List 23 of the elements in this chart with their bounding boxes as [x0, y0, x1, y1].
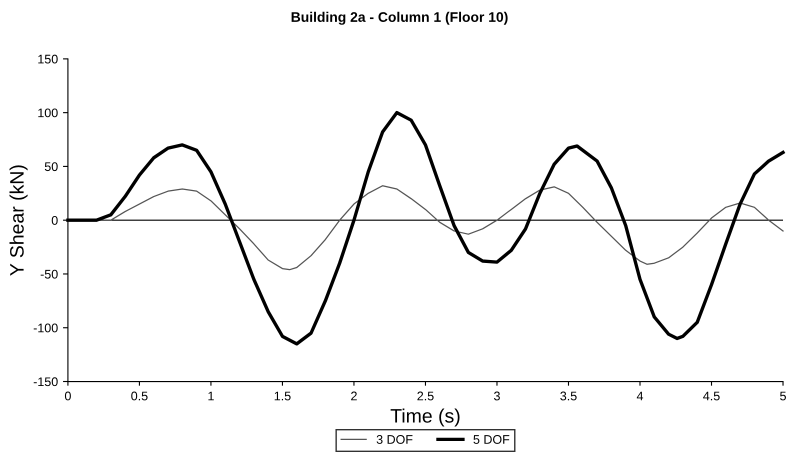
- y-tick-label: 150: [38, 54, 58, 64]
- x-tick-label: 2.5: [417, 392, 434, 400]
- legend-label: 3 DOF: [376, 435, 412, 444]
- x-axis-title: Time (s): [390, 408, 460, 427]
- y-axis-title: Y Shear (kN): [9, 165, 28, 276]
- x-tick-label: 1.5: [274, 392, 291, 400]
- x-tick-label: 0: [64, 392, 71, 400]
- x-tick-label: 4.5: [703, 392, 720, 400]
- legend-label: 5 DOF: [473, 435, 510, 444]
- x-tick-label: 4: [636, 392, 644, 400]
- x-tick-label: 3: [494, 392, 500, 400]
- x-tick-label: 3.5: [560, 392, 577, 400]
- y-tick-label: 100: [38, 108, 58, 118]
- y-tick-label: -150: [34, 377, 58, 386]
- y-tick-label: 50: [44, 162, 58, 172]
- x-tick-label: 5: [780, 392, 786, 400]
- x-tick-label: 1: [208, 392, 214, 400]
- y-tick-label: -100: [34, 324, 58, 332]
- y-tick-label: 0: [52, 216, 58, 225]
- y-tick-label: -50: [40, 270, 58, 279]
- x-tick-label: 0.5: [131, 392, 148, 400]
- x-tick-label: 2: [351, 392, 357, 400]
- chart-title: Building 2a - Column 1 (Floor 10): [292, 12, 508, 25]
